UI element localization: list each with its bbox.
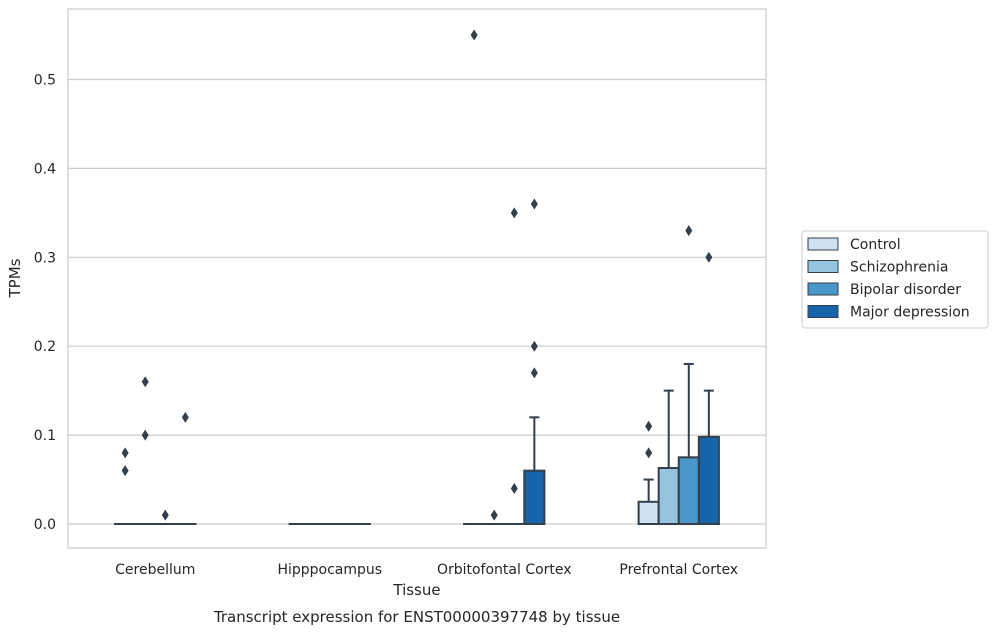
outlier-point [141,376,149,388]
box [657,466,680,526]
x-tick-label: Hipppocampus [277,562,382,578]
legend-swatch [807,237,839,251]
outlier-point [470,29,478,41]
legend-swatch [807,260,839,273]
y-tick-label: 0.1 [34,428,56,444]
chart-caption: Transcript expression for ENST0000039774… [213,608,620,626]
box-group [114,376,197,526]
outlier-point [161,509,169,521]
outlier-point [490,509,498,521]
y-axis-title: TPMs [6,258,24,298]
plot-area-frame [67,8,767,549]
outlier-point [645,420,653,432]
box-groups [114,29,720,526]
outlier-point [121,465,129,477]
box [523,469,546,526]
y-tick-label: 0.2 [34,339,56,355]
y-tick-label: 0.4 [34,161,56,177]
outlier-point [510,482,518,494]
x-tick-label: Orbitofontal Cortex [437,562,572,578]
outlier-point [510,207,518,219]
legend-frame [801,230,989,329]
y-tick-label: 0.5 [34,73,56,89]
outlier-point [530,198,538,210]
box-group [463,29,546,526]
legend-label: Bipolar disorder [850,282,961,298]
x-axis-ticks: Cerebellum Hipppocampus Orbitofontal Corte… [115,562,738,578]
legend-label: Schizophrenia [850,260,948,276]
outlier-point [705,251,713,263]
x-tick-label: Prefrontal Cortex [619,562,738,578]
legend-swatch [807,305,839,318]
y-axis-ticks: 0.0 0.1 0.2 0.3 0.4 0.5 [34,73,56,534]
x-axis-title: Tissue [392,581,440,599]
y-tick-label: 0.3 [34,250,56,266]
box [637,500,660,525]
legend: Control Schizophrenia Bipolar disorder Majo… [801,230,989,329]
legend-label: Major depression [850,305,970,321]
outlier-point [141,429,149,441]
x-tick-label: Cerebellum [115,562,195,578]
outlier-point [181,411,189,423]
box [677,456,700,526]
legend-label: Control [850,237,901,253]
legend-swatch [807,282,839,296]
gridlines [68,78,766,525]
outlier-point [685,225,693,237]
outlier-point [530,340,538,352]
box-group [637,225,720,526]
y-tick-label: 0.0 [34,517,56,533]
outlier-point [530,367,538,379]
outlier-point [645,447,653,459]
outlier-point [121,447,129,459]
box [697,435,720,525]
